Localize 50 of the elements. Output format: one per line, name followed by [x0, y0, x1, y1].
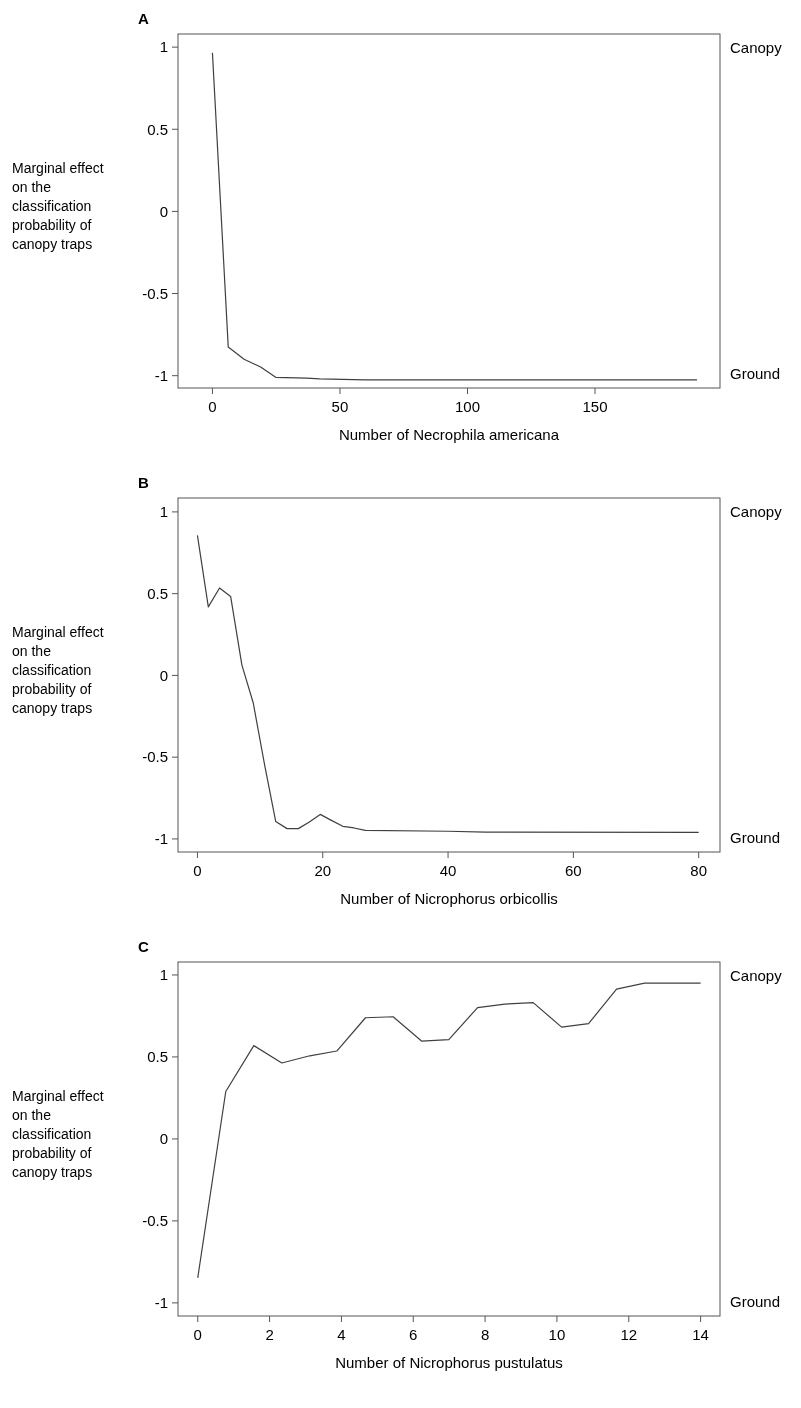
x-axis-title: Number of Nicrophorus orbicollis	[340, 890, 558, 907]
x-tick-label: 6	[409, 1326, 418, 1343]
x-tick-label: 20	[314, 862, 332, 879]
y-tick-label: 1	[159, 966, 168, 984]
y-tick-label: -0.5	[142, 1212, 168, 1230]
x-tick-label: 8	[480, 1326, 490, 1343]
x-tick-label: 12	[620, 1326, 638, 1343]
y-tick-label: 0	[159, 1130, 168, 1148]
text: Canopy	[730, 39, 783, 57]
y-tick-label: -1	[154, 1294, 168, 1312]
x-tick-label: 0	[193, 862, 202, 879]
line-series	[197, 982, 702, 1279]
x-tick-label: 60	[565, 862, 582, 879]
chart-title: B	[138, 474, 149, 491]
text: Canopy	[730, 503, 783, 521]
y-tick-label: 0.5	[147, 120, 168, 138]
y-tick-label: 0	[159, 202, 168, 220]
x-tick-label: 0	[193, 1326, 202, 1343]
y-tick-label: -0.5	[142, 284, 168, 302]
x-tick-label: 150	[582, 398, 608, 415]
y-tick-label: -0.5	[142, 748, 168, 766]
y-tick-label: 0	[159, 666, 168, 684]
x-tick-label: 100	[454, 398, 481, 415]
y-tick-label: 1	[159, 38, 168, 56]
x-tick-label: 80	[690, 862, 708, 879]
x-tick-label: 14	[692, 1326, 709, 1343]
line-series	[211, 52, 698, 381]
y-tick-label: 0.5	[147, 584, 168, 602]
x-tick-label: 50	[331, 398, 349, 415]
y-axis-title: Marginal effect on the classification probability of canopy traps	[12, 160, 104, 252]
text: Ground	[730, 1293, 781, 1311]
chart-title: C	[138, 938, 149, 955]
line-series	[196, 534, 700, 833]
x-tick-label: 2	[265, 1326, 274, 1343]
chart-title: A	[138, 10, 149, 27]
y-tick-label: 1	[159, 503, 168, 521]
text: Canopy	[730, 967, 783, 985]
x-tick-label: 4	[337, 1326, 346, 1343]
x-tick-label: 10	[548, 1326, 566, 1343]
x-tick-label: 0	[208, 398, 217, 415]
y-tick-label: -1	[154, 366, 168, 384]
text: Ground	[730, 365, 781, 383]
y-axis-title: Marginal effect on the classification probability of canopy traps	[12, 624, 104, 716]
x-axis-title: Number of Necrophila americana	[338, 426, 560, 443]
y-tick-label: -1	[154, 830, 168, 848]
y-tick-label: 0.5	[147, 1048, 168, 1066]
x-axis-title: Number of Nicrophorus pustulatus	[335, 1354, 563, 1371]
text: Ground	[730, 829, 781, 847]
x-tick-label: 40	[439, 862, 457, 879]
y-axis-title: Marginal effect on the classification probability of canopy traps	[12, 1088, 104, 1180]
